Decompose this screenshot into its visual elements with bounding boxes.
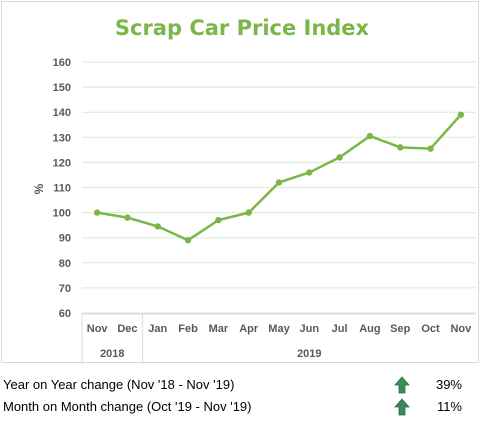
y-tick-label: 90 (59, 233, 71, 245)
x-tick-label: Nov (450, 323, 472, 335)
data-point (184, 237, 192, 244)
x-tick-label: Jun (300, 323, 320, 335)
y-tick-label: 160 (53, 57, 71, 69)
y-tick-label: 80 (59, 258, 71, 270)
x-tick-label: Feb (178, 323, 198, 335)
data-point (457, 111, 465, 118)
x-tick-label: Sep (390, 323, 410, 335)
y-tick-label: 70 (59, 283, 71, 295)
mom-value: 11% (436, 399, 462, 414)
yoy-value: 39% (435, 377, 462, 392)
y-tick-label: 130 (53, 132, 71, 144)
yoy-label: Year on Year change (Nov '18 - Nov '19) (3, 377, 235, 392)
x-tick-label: Apr (239, 323, 259, 335)
year-group-label: 2018 (100, 348, 124, 360)
x-tick-label: Jan (148, 323, 167, 335)
x-tick-label: Mar (209, 323, 229, 335)
y-tick-label: 60 (59, 308, 71, 320)
x-tick-label: Jul (332, 323, 348, 335)
data-point (427, 145, 434, 152)
data-point (397, 144, 404, 151)
data-point (245, 209, 252, 216)
y-tick-label: 120 (53, 157, 71, 169)
data-point (366, 132, 374, 140)
y-tick-label: 140 (53, 107, 71, 119)
x-tick-label: Dec (117, 323, 137, 335)
x-tick-label: Oct (421, 323, 440, 335)
x-tick-label: May (268, 323, 290, 335)
mom-label: Month on Month change (Oct '19 - Nov '19… (3, 399, 252, 414)
data-point (154, 223, 161, 230)
up-arrow-icon (394, 376, 410, 394)
up-arrow-icon (394, 398, 410, 416)
data-point (275, 179, 283, 186)
data-point (336, 154, 343, 161)
data-point (124, 214, 131, 221)
line-chart: Scrap Car Price Index % 60 70 80 90 100 110 12… (32, 16, 476, 364)
chart-title: Scrap Car Price Index (115, 16, 370, 40)
series-line (96, 113, 462, 242)
chart-frame: Scrap Car Price Index % 60 70 80 90 100 110 12… (1, 1, 479, 364)
data-point (215, 216, 222, 224)
x-tick-label: Aug (359, 323, 380, 335)
summary-row-mom: Month on Month change (Oct '19 - Nov '19… (0, 397, 486, 419)
year-group-label: 2019 (297, 348, 321, 360)
y-tick-label: 100 (53, 208, 71, 220)
y-tick-label: 110 (53, 183, 71, 195)
y-axis-label: % (32, 183, 46, 194)
data-point (93, 209, 101, 216)
y-tick-label: 150 (53, 82, 71, 94)
x-tick-label: Nov (87, 323, 109, 335)
summary-row-yoy: Year on Year change (Nov '18 - Nov '19) … (0, 375, 486, 397)
data-point (306, 169, 313, 176)
